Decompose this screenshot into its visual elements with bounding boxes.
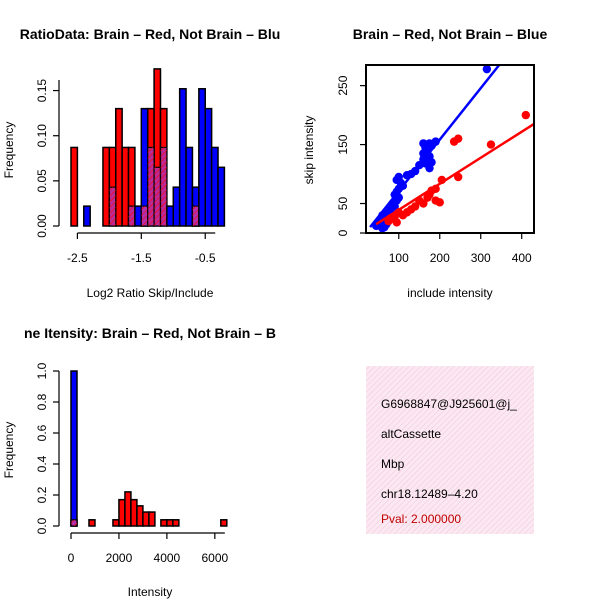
chart-title: ne Itensity: Brain – Red, Not Brain – B [24, 325, 276, 341]
x-tick-label: -2.5 [67, 251, 88, 265]
point-not-brain [378, 224, 387, 233]
chart-title: Brain – Red, Not Brain – Blue [353, 26, 548, 42]
event-type: altCassette [381, 427, 441, 441]
x-tick-label: 2000 [106, 551, 133, 565]
bar-overlap-hatch [147, 147, 155, 226]
x-axis-label: include intensity [407, 286, 492, 300]
bar-overlap-hatch [160, 147, 167, 226]
bar-overlap-hatch [109, 187, 116, 226]
x-tick-label: 4000 [154, 551, 181, 565]
bar-brain [102, 146, 111, 227]
y-axis-label: skip intensity [302, 116, 316, 185]
x-axis-label: Intensity [128, 585, 173, 599]
y-tick-label: 0 [336, 229, 350, 236]
fit-line-not-brain [369, 64, 501, 228]
info-panel: G6968847@J925601@j_ altCassette Mbp chr1… [366, 366, 534, 534]
bar-brain [70, 146, 79, 227]
y-tick-label: 50 [336, 197, 350, 211]
fit-line-brain [375, 122, 535, 226]
x-tick-label: 300 [471, 251, 491, 265]
point-brain [423, 193, 432, 202]
x-tick-label: -0.5 [195, 251, 216, 265]
bar-brain [148, 511, 156, 527]
y-tick-label: 0.6 [35, 424, 49, 441]
bar-brain [172, 519, 180, 527]
x-axis-label: Log2 Ratio Skip/Include [87, 286, 214, 300]
x-tick-label: 100 [389, 251, 409, 265]
point-brain [449, 137, 459, 146]
bar-not-brain [210, 146, 219, 227]
bar-brain [124, 491, 132, 527]
y-tick-label: 0.0 [35, 517, 49, 534]
y-tick-label: 250 [336, 75, 350, 95]
gene-name: Mbp [381, 457, 405, 471]
bar-not-brain [172, 186, 181, 227]
intensity-histogram: ne Itensity: Brain – Red, Not Brain – B … [2, 325, 276, 599]
bar-not-brain [166, 205, 175, 227]
bar-brain [130, 498, 138, 527]
chart-title: RatioData: Brain – Red, Not Brain – Blu [20, 26, 281, 42]
bar-brain [88, 519, 96, 527]
ratio-histogram: RatioData: Brain – Red, Not Brain – Blu … [2, 26, 280, 300]
y-tick-label: 0.2 [35, 486, 49, 503]
bar-overlap-hatch [154, 167, 161, 226]
p-value: Pval: 2.000000 [381, 512, 461, 526]
scatter-plot: 100 200 300 400 0 50 150 250 [336, 64, 535, 265]
y-tick-label: 0.8 [35, 393, 49, 410]
info-background [366, 366, 534, 534]
bar-not-brain [185, 146, 194, 227]
y-tick-label: 0.10 [35, 124, 49, 148]
bar-not-brain [198, 88, 206, 227]
y-tick-label: 0.00 [35, 214, 49, 238]
bar-brain [160, 519, 168, 527]
point-brain [435, 198, 444, 207]
point-brain [392, 218, 401, 227]
histogram-bars [70, 370, 228, 527]
y-axis-label: Frequency [2, 122, 16, 179]
bar-not-brain [134, 205, 143, 227]
bar-not-brain [70, 370, 78, 527]
bar-overlap-hatch [128, 206, 135, 226]
point-not-brain [425, 163, 434, 173]
bar-overlap-hatch [192, 206, 199, 226]
bar-not-brain [178, 88, 187, 227]
bar-brain [114, 107, 123, 227]
point-brain [521, 110, 531, 120]
y-tick-label: 0.15 [35, 79, 49, 103]
bar-brain [136, 505, 144, 527]
axes: -2.5 -1.5 -0.5 0.00 0.05 0.10 0.15 [35, 79, 216, 265]
bar-brain [166, 519, 174, 527]
genomic-location: chr18.12489–4.20 [381, 487, 478, 501]
x-tick-label: 0 [68, 551, 75, 565]
bar-brain [118, 498, 126, 527]
bar-brain [112, 519, 120, 527]
point-brain [486, 140, 496, 149]
bar-brain [142, 511, 150, 527]
x-tick-label: 200 [430, 251, 450, 265]
bar-brain [220, 519, 228, 527]
y-tick-label: 1.0 [35, 362, 49, 379]
x-tick-label: 6000 [201, 551, 228, 565]
bar-brain [121, 146, 130, 227]
bar-not-brain [217, 166, 226, 227]
bar-overlap-hatch [71, 519, 77, 526]
point-not-brain [482, 64, 492, 74]
bar-overlap-hatch [141, 206, 148, 226]
event-id: G6968847@J925601@j_ [381, 397, 517, 411]
x-tick-label: -1.5 [131, 251, 152, 265]
bar-not-brain [83, 205, 91, 227]
y-tick-label: 0.05 [35, 169, 49, 193]
y-tick-label: 0.4 [35, 455, 49, 472]
intensity-scatter: Brain – Red, Not Brain – Blue 100 200 300 4… [302, 26, 547, 300]
histogram-bars [70, 68, 226, 227]
y-tick-label: 150 [336, 134, 350, 154]
axes: 0 2000 4000 6000 0.0 0.2 0.4 0.6 0.8 1.0 [35, 362, 228, 565]
plot-frame [365, 64, 535, 234]
bar-not-brain [204, 107, 213, 227]
x-tick-label: 400 [512, 251, 532, 265]
y-axis-label: Frequency [2, 422, 16, 479]
